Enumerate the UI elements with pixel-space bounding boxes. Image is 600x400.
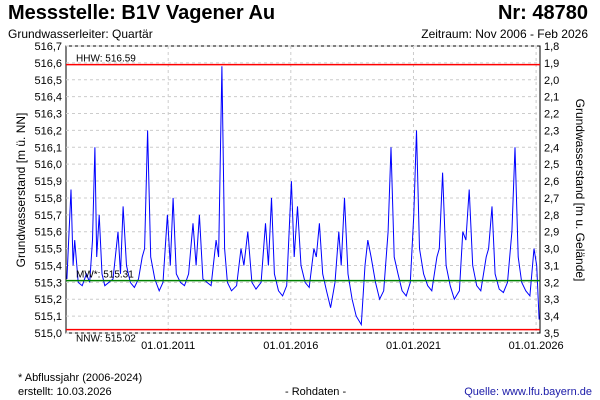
y-tick-label-right: 1,9 (544, 58, 559, 70)
y-tick-label-left: 516,3 (34, 109, 62, 121)
y-tick-label-left: 515,2 (34, 294, 62, 306)
y-tick-label-right: 2,0 (544, 75, 559, 87)
x-tick-label: 01.01.2016 (263, 340, 318, 352)
y-tick-label-left: 516,0 (34, 159, 62, 171)
aquifer-label: Grundwasserleiter: Quartär (8, 27, 153, 41)
y-tick-label-left: 515,9 (34, 176, 62, 188)
y-tick-label-left: 515,3 (34, 277, 62, 289)
y-tick-label-right: 2,2 (544, 109, 559, 121)
y-tick-label-left: 516,7 (34, 41, 62, 53)
y-tick-label-right: 2,5 (544, 159, 559, 171)
axis-ticks: 515,0 3,5 515,1 3,4 515,2 3,3 515,3 3,2 515,4 3,1… (34, 41, 563, 352)
station-number: Nr: 48780 (497, 2, 588, 24)
y-tick-label-right: 2,3 (544, 125, 559, 137)
page-title: Messstelle: B1V Vagener Au (8, 2, 276, 24)
y-tick-label-left: 515,6 (34, 227, 62, 239)
raw-data-label: - Rohdaten - (285, 386, 347, 398)
y-tick-label-right: 3,1 (544, 260, 559, 272)
plot-area (65, 45, 541, 334)
reference-lines: HHW: 516.59 MW*: 515.31 NNW: 515.02 (66, 54, 540, 345)
y-tick-label-right: 3,0 (544, 244, 559, 256)
y-tick-label-left: 516,5 (34, 75, 62, 87)
period-label: Zeitraum: Nov 2006 - Feb 2026 (421, 27, 588, 41)
y-tick-label-right: 3,2 (544, 277, 559, 289)
y-axis-label-left: Grundwasserstand [m ü. NN] (14, 113, 28, 268)
grid (66, 45, 540, 334)
y-tick-label-right: 3,3 (544, 294, 559, 306)
y-tick-label-left: 516,6 (34, 58, 62, 70)
reference-line-label: NNW: 515.02 (76, 334, 136, 345)
y-tick-label-left: 515,8 (34, 193, 62, 205)
y-tick-label-left: 515,7 (34, 210, 62, 222)
x-tick-label: 01.01.2021 (386, 340, 441, 352)
y-tick-label-right: 2,1 (544, 92, 559, 104)
y-axis-label-right: Grundwasserstand [m u. Gelände] (573, 99, 587, 282)
y-tick-label-right: 3,4 (544, 311, 559, 323)
y-tick-label-right: 2,9 (544, 227, 559, 239)
source-link[interactable]: Quelle: www.lfu.bayern.de (464, 386, 592, 398)
series-line (66, 66, 540, 327)
reference-line-label: MW*: 515.31 (76, 270, 134, 281)
y-tick-label-right: 3,5 (544, 328, 559, 340)
x-tick-label: 01.01.2011 (141, 340, 195, 352)
y-tick-label-right: 2,6 (544, 176, 559, 188)
y-tick-label-left: 516,1 (34, 142, 62, 154)
y-tick-label-right: 2,7 (544, 193, 559, 205)
series-layer (66, 66, 540, 327)
x-tick-label: 01.01.2026 (509, 340, 564, 352)
y-tick-label-right: 2,8 (544, 210, 559, 222)
y-tick-label-left: 515,4 (34, 260, 62, 272)
reference-line-label: HHW: 516.59 (76, 54, 136, 65)
y-tick-label-right: 2,4 (544, 142, 559, 154)
y-tick-label-left: 516,4 (34, 92, 62, 104)
y-tick-label-left: 515,0 (34, 328, 62, 340)
y-tick-label-left: 515,5 (34, 244, 62, 256)
footnote: * Abflussjahr (2006-2024) (18, 372, 143, 384)
y-tick-label-left: 515,1 (34, 311, 62, 323)
y-tick-label-right: 1,8 (544, 41, 559, 53)
created-date: erstellt: 10.03.2026 (18, 386, 112, 398)
y-tick-label-left: 516,2 (34, 125, 62, 137)
